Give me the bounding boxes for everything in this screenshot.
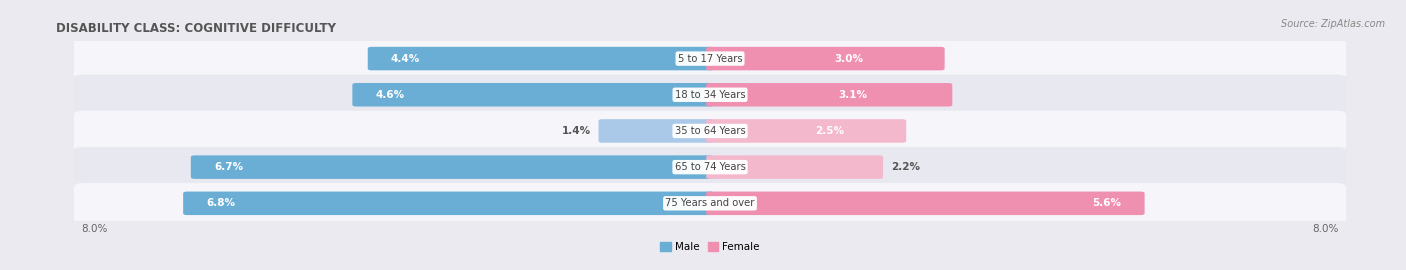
FancyBboxPatch shape xyxy=(183,191,714,215)
FancyBboxPatch shape xyxy=(75,183,1346,224)
FancyBboxPatch shape xyxy=(368,47,714,70)
FancyBboxPatch shape xyxy=(706,191,1144,215)
Text: 35 to 64 Years: 35 to 64 Years xyxy=(675,126,745,136)
Text: 75 Years and over: 75 Years and over xyxy=(665,198,755,208)
Text: 65 to 74 Years: 65 to 74 Years xyxy=(675,162,745,172)
FancyBboxPatch shape xyxy=(75,111,1346,151)
Text: 2.5%: 2.5% xyxy=(814,126,844,136)
Text: 18 to 34 Years: 18 to 34 Years xyxy=(675,90,745,100)
Text: DISABILITY CLASS: COGNITIVE DIFFICULTY: DISABILITY CLASS: COGNITIVE DIFFICULTY xyxy=(56,22,336,35)
FancyBboxPatch shape xyxy=(706,119,905,143)
FancyBboxPatch shape xyxy=(706,155,883,179)
Text: 6.7%: 6.7% xyxy=(214,162,243,172)
FancyBboxPatch shape xyxy=(706,83,952,107)
FancyBboxPatch shape xyxy=(75,75,1346,115)
Text: 6.8%: 6.8% xyxy=(207,198,235,208)
FancyBboxPatch shape xyxy=(75,147,1346,187)
Text: 2.2%: 2.2% xyxy=(891,162,920,172)
FancyBboxPatch shape xyxy=(191,155,714,179)
Text: 5 to 17 Years: 5 to 17 Years xyxy=(678,53,742,64)
Text: 3.1%: 3.1% xyxy=(838,90,868,100)
FancyBboxPatch shape xyxy=(353,83,714,107)
Text: 4.6%: 4.6% xyxy=(375,90,405,100)
FancyBboxPatch shape xyxy=(599,119,714,143)
Text: 4.4%: 4.4% xyxy=(391,53,420,64)
Text: 3.0%: 3.0% xyxy=(834,53,863,64)
FancyBboxPatch shape xyxy=(706,47,945,70)
Text: Source: ZipAtlas.com: Source: ZipAtlas.com xyxy=(1281,19,1385,29)
Text: 5.6%: 5.6% xyxy=(1092,198,1122,208)
FancyBboxPatch shape xyxy=(75,38,1346,79)
Legend: Male, Female: Male, Female xyxy=(657,238,763,256)
Text: 1.4%: 1.4% xyxy=(561,126,591,136)
